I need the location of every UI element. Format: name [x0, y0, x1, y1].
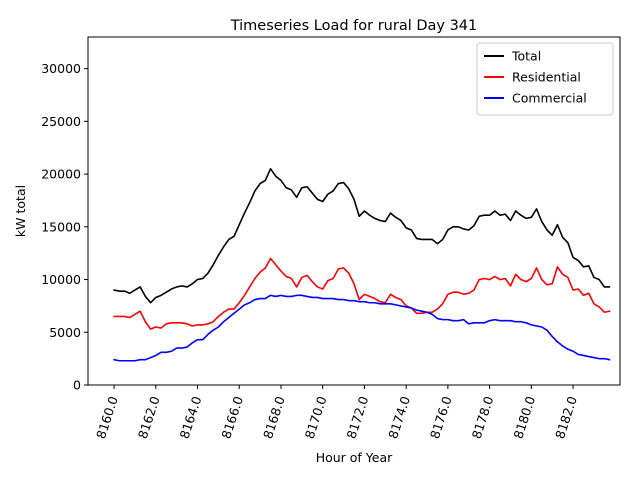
legend-label-total: Total: [511, 49, 541, 64]
y-tick-label: 15000: [41, 219, 81, 234]
y-tick-label: 30000: [41, 61, 81, 76]
y-axis-label: kW total: [13, 185, 28, 237]
series-line-residential: [113, 257, 611, 330]
y-tick-label: 20000: [41, 167, 81, 182]
y-tick-label: 25000: [41, 114, 81, 129]
series-line-total: [113, 168, 611, 304]
x-axis-label: Hour of Year: [316, 450, 393, 465]
y-tick-label: 0: [73, 378, 81, 393]
legend-label-commercial: Commercial: [512, 91, 587, 106]
legend: Total Residential Commercial: [476, 42, 614, 116]
plot-frame: [87, 36, 621, 386]
y-tick-label: 10000: [41, 272, 81, 287]
chart-title: Timeseries Load for rural Day 341: [230, 18, 478, 34]
legend-label-residential: Residential: [512, 70, 581, 85]
legend-box: [476, 42, 614, 116]
series-line-commercial: [113, 294, 611, 362]
y-tick-label: 5000: [49, 325, 81, 340]
